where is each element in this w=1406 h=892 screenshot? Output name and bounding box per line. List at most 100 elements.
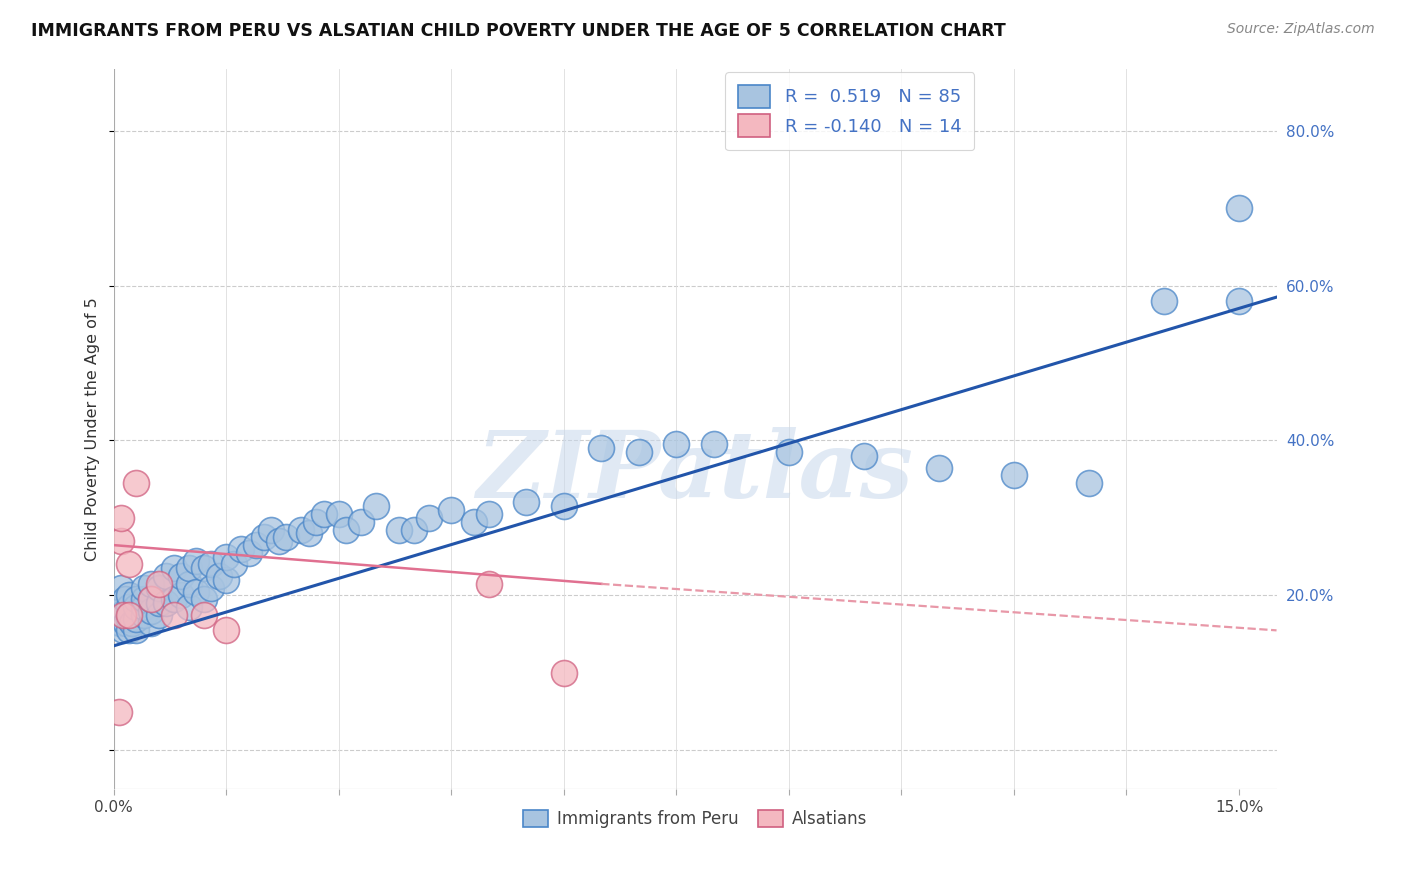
Point [245,538,267,552]
Point [208,569,231,583]
Point [110,581,132,595]
Point [117,612,139,626]
Point [110,612,132,626]
Point [112,607,135,622]
Point [108,604,131,618]
Point [222,558,245,572]
Point [200,581,222,595]
Point [148,581,170,595]
Point [155,596,177,610]
Point [177,561,200,575]
Point [440,503,463,517]
Point [120,607,142,622]
Point [125,476,148,491]
Point [1227,293,1250,308]
Point [402,523,425,537]
Point [852,449,875,463]
Point [1002,468,1025,483]
Point [186,553,208,567]
Point [141,615,163,630]
Point [163,607,186,622]
Point [155,569,177,583]
Point [148,596,170,610]
Point [141,592,163,607]
Point [117,558,139,572]
Point [335,523,357,537]
Y-axis label: Child Poverty Under the Age of 5: Child Poverty Under the Age of 5 [86,297,100,561]
Point [114,604,136,618]
Point [478,507,501,521]
Point [215,573,238,587]
Point [170,589,193,603]
Text: ZIPatlas: ZIPatlas [477,427,914,517]
Point [186,584,208,599]
Point [111,624,134,638]
Point [117,607,139,622]
Point [553,500,575,514]
Point [132,600,155,615]
Point [418,511,440,525]
Point [110,615,132,630]
Point [267,534,290,549]
Point [117,600,139,615]
Point [463,515,485,529]
Point [193,592,215,607]
Point [163,592,186,607]
Point [928,460,950,475]
Point [215,624,238,638]
Point [170,569,193,583]
Point [515,495,537,509]
Point [132,581,155,595]
Point [553,665,575,680]
Point [114,615,136,630]
Point [290,523,312,537]
Text: Source: ZipAtlas.com: Source: ZipAtlas.com [1227,22,1375,37]
Point [121,615,143,630]
Point [276,530,298,544]
Point [117,624,139,638]
Point [132,607,155,622]
Point [177,600,200,615]
Point [112,607,135,622]
Point [117,589,139,603]
Point [328,507,350,521]
Point [141,577,163,591]
Point [125,624,148,638]
Legend: Immigrants from Peru, Alsatians: Immigrants from Peru, Alsatians [516,804,873,835]
Point [200,558,222,572]
Point [132,592,155,607]
Point [141,592,163,607]
Point [366,500,388,514]
Point [665,437,688,451]
Point [305,515,328,529]
Point [478,577,501,591]
Point [125,612,148,626]
Point [193,561,215,575]
Point [148,577,170,591]
Point [125,600,148,615]
Point [125,592,148,607]
Point [260,523,283,537]
Point [778,445,800,459]
Point [110,511,132,525]
Point [703,437,725,451]
Point [253,530,276,544]
Point [148,607,170,622]
Point [1153,293,1175,308]
Point [1078,476,1101,491]
Point [1227,201,1250,215]
Point [141,604,163,618]
Point [388,523,411,537]
Point [110,596,132,610]
Point [627,445,650,459]
Point [163,561,186,575]
Point [298,526,321,541]
Point [231,541,253,556]
Point [215,549,238,564]
Text: IMMIGRANTS FROM PERU VS ALSATIAN CHILD POVERTY UNDER THE AGE OF 5 CORRELATION CH: IMMIGRANTS FROM PERU VS ALSATIAN CHILD P… [31,22,1005,40]
Point [591,442,613,456]
Point [177,577,200,591]
Point [108,705,131,719]
Point [350,515,373,529]
Point [312,507,335,521]
